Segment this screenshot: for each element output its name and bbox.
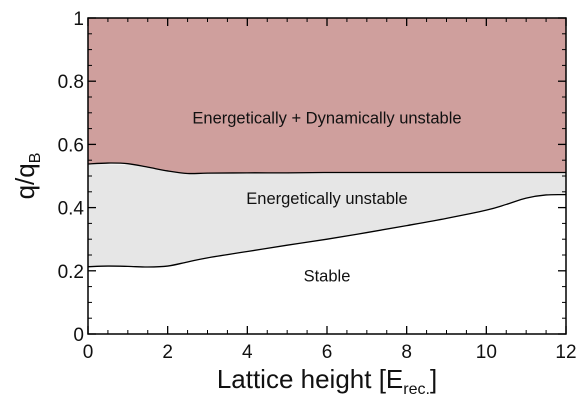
region-energetically-dynamically-unstable xyxy=(88,18,566,174)
plot-area xyxy=(87,18,567,334)
axes: 0 2 4 6 8 10 12 0 0.2 0.4 0.6 0.8 1 xyxy=(58,9,577,363)
y-tick-label: 0.8 xyxy=(58,72,84,93)
y-axis-label-main: q/q xyxy=(10,163,40,199)
y-tick-label: 0.2 xyxy=(58,262,84,283)
y-axis-label-subscript: B xyxy=(27,153,44,164)
x-tick-label: 12 xyxy=(555,342,576,363)
y-tick-label: 0 xyxy=(73,325,84,346)
x-tick-label: 8 xyxy=(401,342,412,363)
x-tick-label: 10 xyxy=(476,342,497,363)
x-axis-label-subscript: rec. xyxy=(403,381,430,397)
region-label-stable: Stable xyxy=(304,268,351,286)
boundary-line-dynamic xyxy=(87,162,566,175)
x-tick-label: 2 xyxy=(162,342,173,363)
x-axis-label-main: Lattice height [E xyxy=(217,364,403,394)
region-energetically-unstable xyxy=(88,163,566,268)
y-tick-label: 1 xyxy=(73,9,84,30)
boundary-line-energetic xyxy=(87,193,567,268)
x-axis-label: Lattice height [Erec.] xyxy=(217,364,437,397)
x-tick-label: 4 xyxy=(242,342,253,363)
y-tick-label: 0.6 xyxy=(58,135,84,156)
region-label-energetic-unstable: Energetically unstable xyxy=(246,190,407,208)
y-axis-label: q/qB xyxy=(10,153,44,200)
region-label-dynamic-unstable: Energetically + Dynamically unstable xyxy=(192,110,461,128)
x-tick-label: 0 xyxy=(83,342,94,363)
y-tick-label: 0.4 xyxy=(58,199,85,220)
x-tick-label: 6 xyxy=(322,342,333,363)
x-axis-label-close: ] xyxy=(430,364,437,394)
